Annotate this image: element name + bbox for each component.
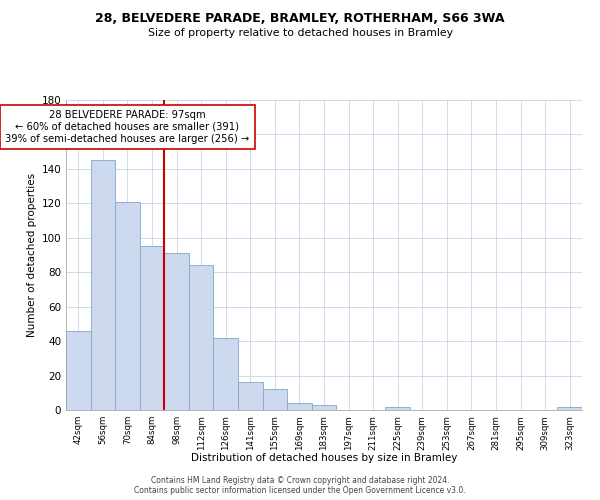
Bar [214, 338, 238, 410]
Bar [312, 405, 336, 410]
Bar [140, 246, 164, 410]
Bar [91, 160, 115, 410]
Bar [115, 202, 140, 410]
X-axis label: Distribution of detached houses by size in Bramley: Distribution of detached houses by size … [191, 452, 457, 462]
Text: Contains HM Land Registry data © Crown copyright and database right 2024.: Contains HM Land Registry data © Crown c… [151, 476, 449, 485]
Bar [385, 406, 410, 410]
Bar [287, 403, 312, 410]
Bar [263, 390, 287, 410]
Y-axis label: Number of detached properties: Number of detached properties [27, 173, 37, 337]
Bar [189, 266, 214, 410]
Text: Size of property relative to detached houses in Bramley: Size of property relative to detached ho… [148, 28, 452, 38]
Text: Contains public sector information licensed under the Open Government Licence v3: Contains public sector information licen… [134, 486, 466, 495]
Text: 28 BELVEDERE PARADE: 97sqm
← 60% of detached houses are smaller (391)
39% of sem: 28 BELVEDERE PARADE: 97sqm ← 60% of deta… [5, 110, 250, 144]
Bar [66, 331, 91, 410]
Text: 28, BELVEDERE PARADE, BRAMLEY, ROTHERHAM, S66 3WA: 28, BELVEDERE PARADE, BRAMLEY, ROTHERHAM… [95, 12, 505, 26]
Bar [238, 382, 263, 410]
Bar [557, 406, 582, 410]
Bar [164, 254, 189, 410]
